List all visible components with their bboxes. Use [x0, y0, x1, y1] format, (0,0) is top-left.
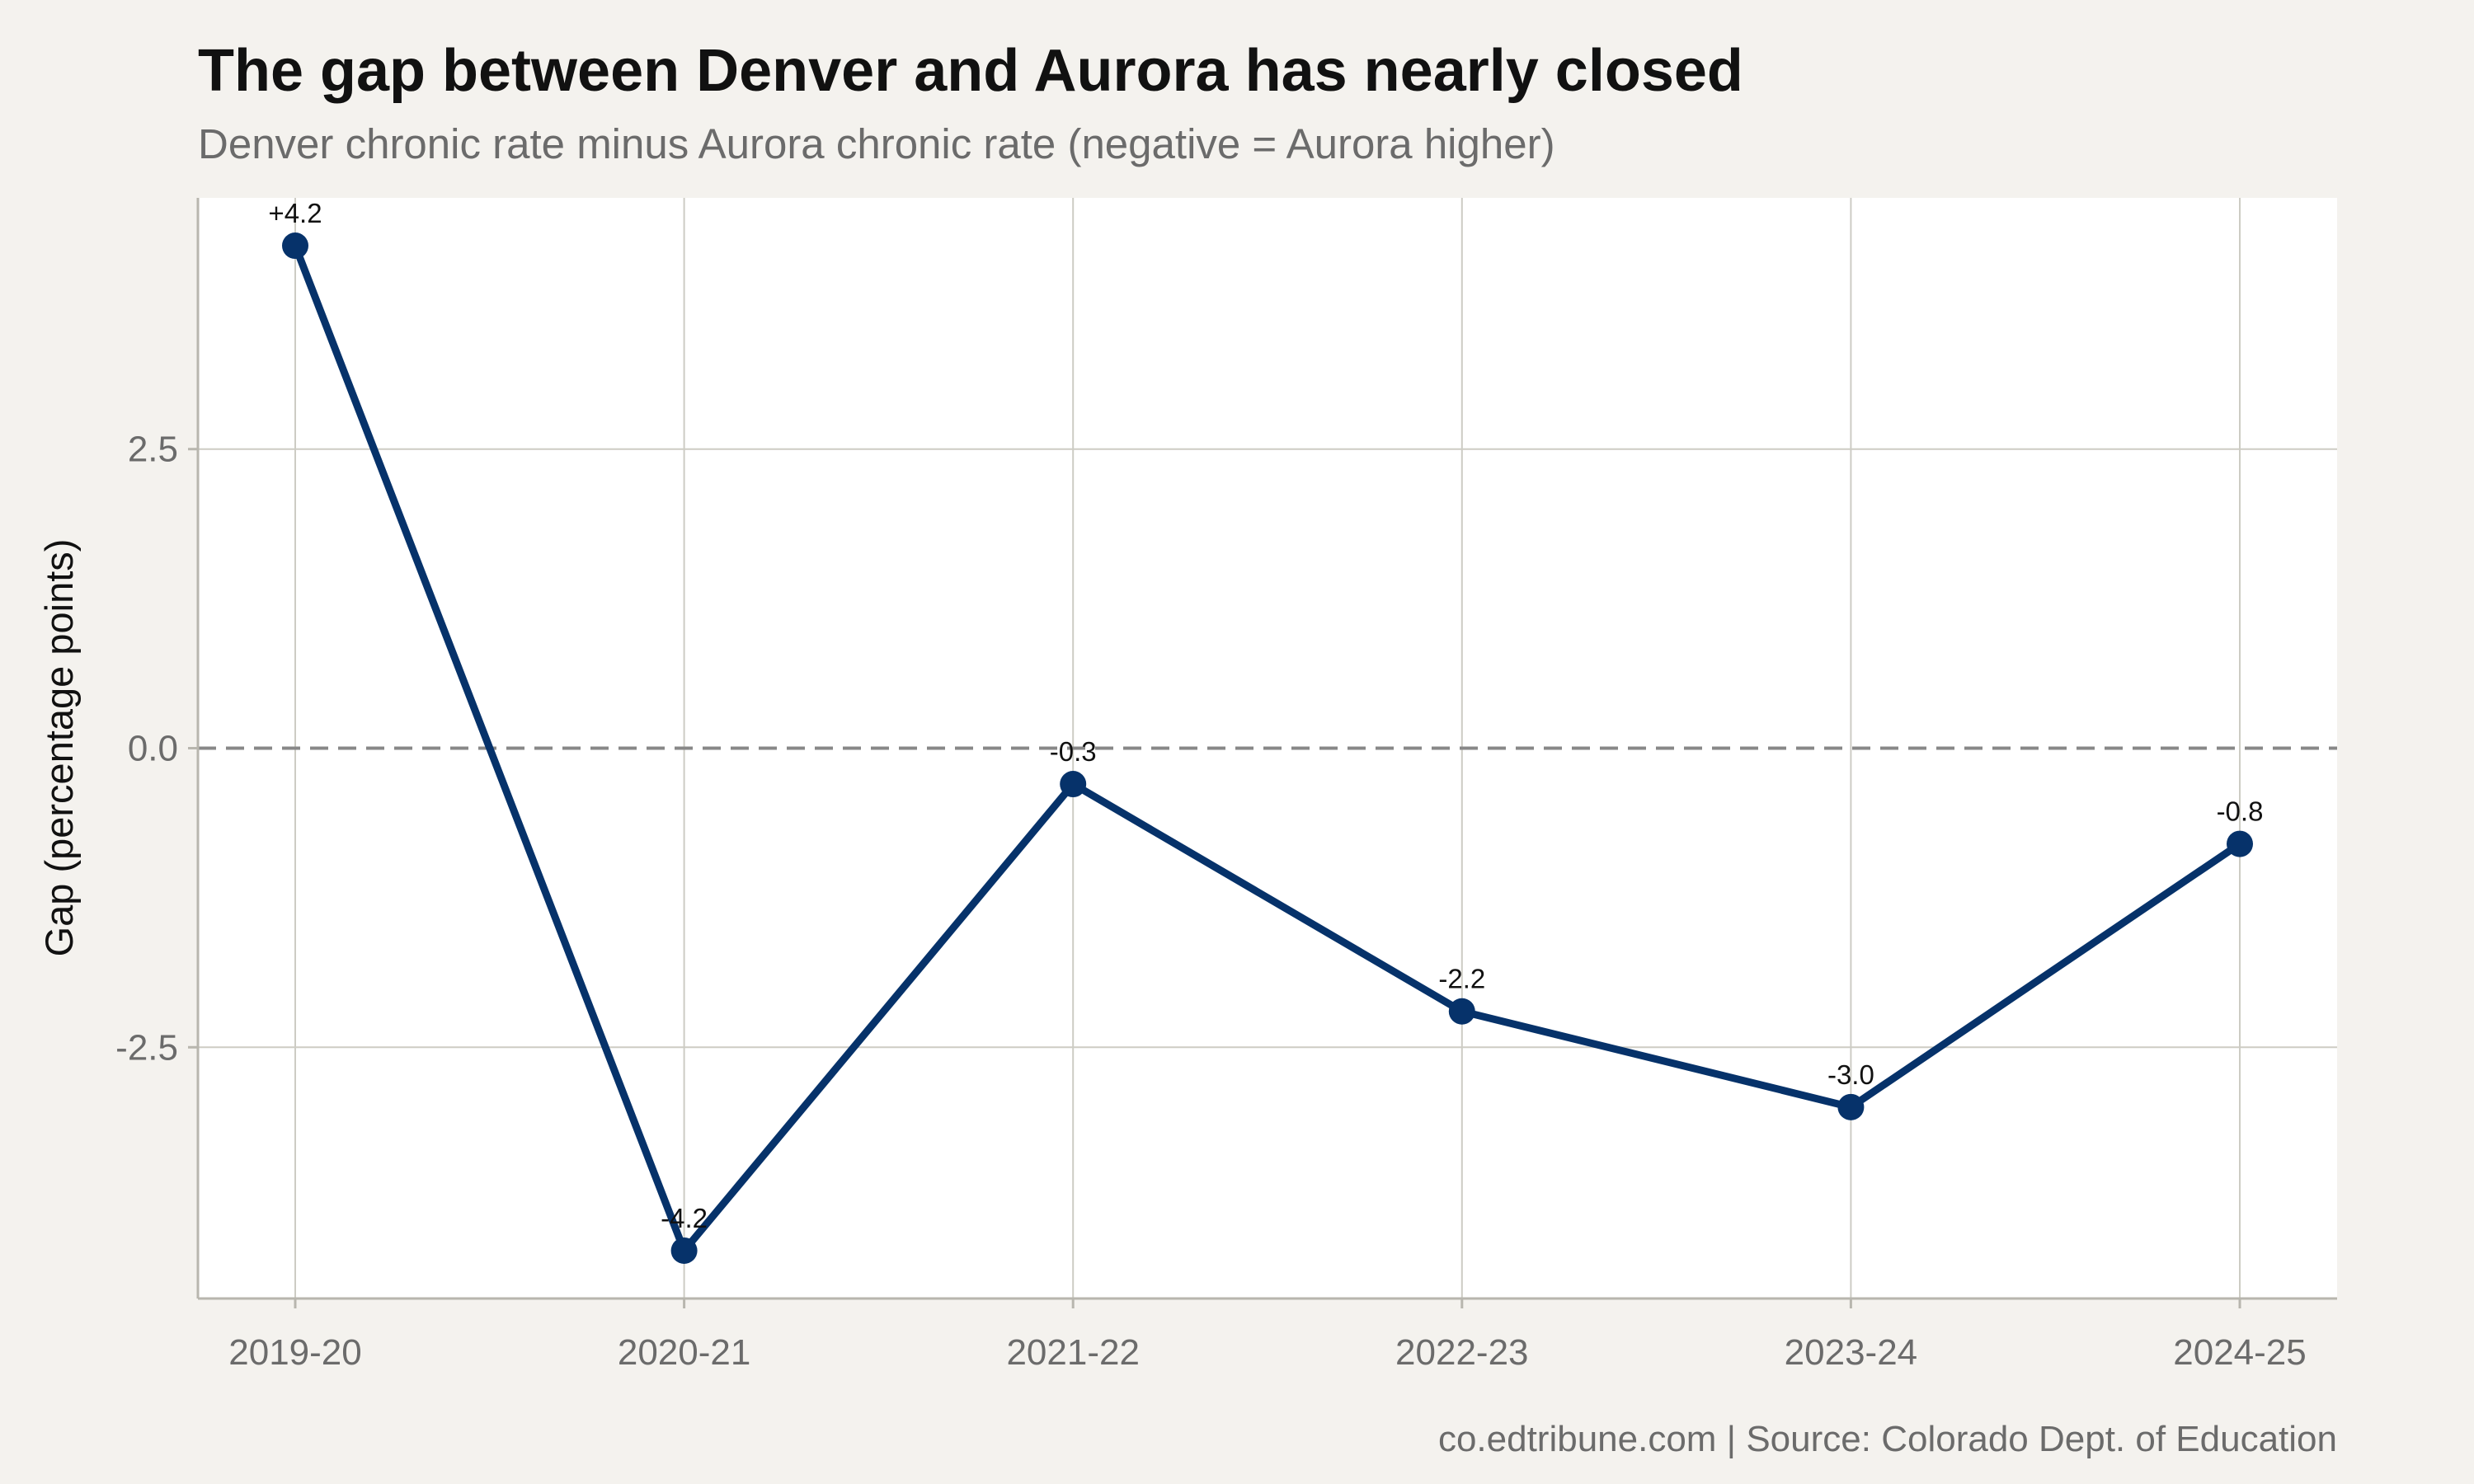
tick-labels: 2019-20 2020-21 2021-22 2022-23 2023-24 2024-…	[115, 430, 2307, 1373]
x-tick-label: 2024-25	[2173, 1332, 2306, 1373]
data-label: -0.3	[1050, 736, 1097, 767]
y-tick-label: -2.5	[115, 1027, 178, 1068]
data-label: -3.0	[1827, 1059, 1874, 1090]
y-axis-label: Gap (percentage points)	[37, 539, 81, 957]
y-tick-label: 0.0	[128, 729, 178, 769]
data-points	[282, 232, 2253, 1264]
y-tick-label: 2.5	[128, 430, 178, 470]
data-point	[2227, 830, 2253, 857]
data-point	[1448, 998, 1475, 1025]
chart-caption: co.edtribune.com | Source: Colorado Dept…	[1438, 1419, 2337, 1459]
x-tick-label: 2022-23	[1395, 1332, 1528, 1373]
x-tick-label: 2020-21	[618, 1332, 750, 1373]
chart-subtitle: Denver chronic rate minus Aurora chronic…	[198, 120, 1555, 167]
series-line	[291, 244, 2242, 1255]
data-label: -4.2	[661, 1203, 708, 1233]
x-tick-label: 2023-24	[1785, 1332, 1917, 1373]
data-label: -0.8	[2217, 796, 2264, 827]
x-tick-label: 2021-22	[1006, 1332, 1139, 1373]
data-point	[670, 1237, 698, 1264]
data-point	[282, 232, 308, 260]
data-point	[1060, 771, 1087, 798]
data-label: +4.2	[268, 198, 322, 228]
chart-title: The gap between Denver and Aurora has ne…	[198, 38, 1743, 104]
x-tick-label: 2019-20	[228, 1332, 361, 1373]
data-labels: +4.2 -4.2 -0.3 -2.2 -3.0 -0.8	[268, 198, 2263, 1233]
data-point	[1837, 1093, 1865, 1120]
data-label: -2.2	[1438, 964, 1485, 994]
